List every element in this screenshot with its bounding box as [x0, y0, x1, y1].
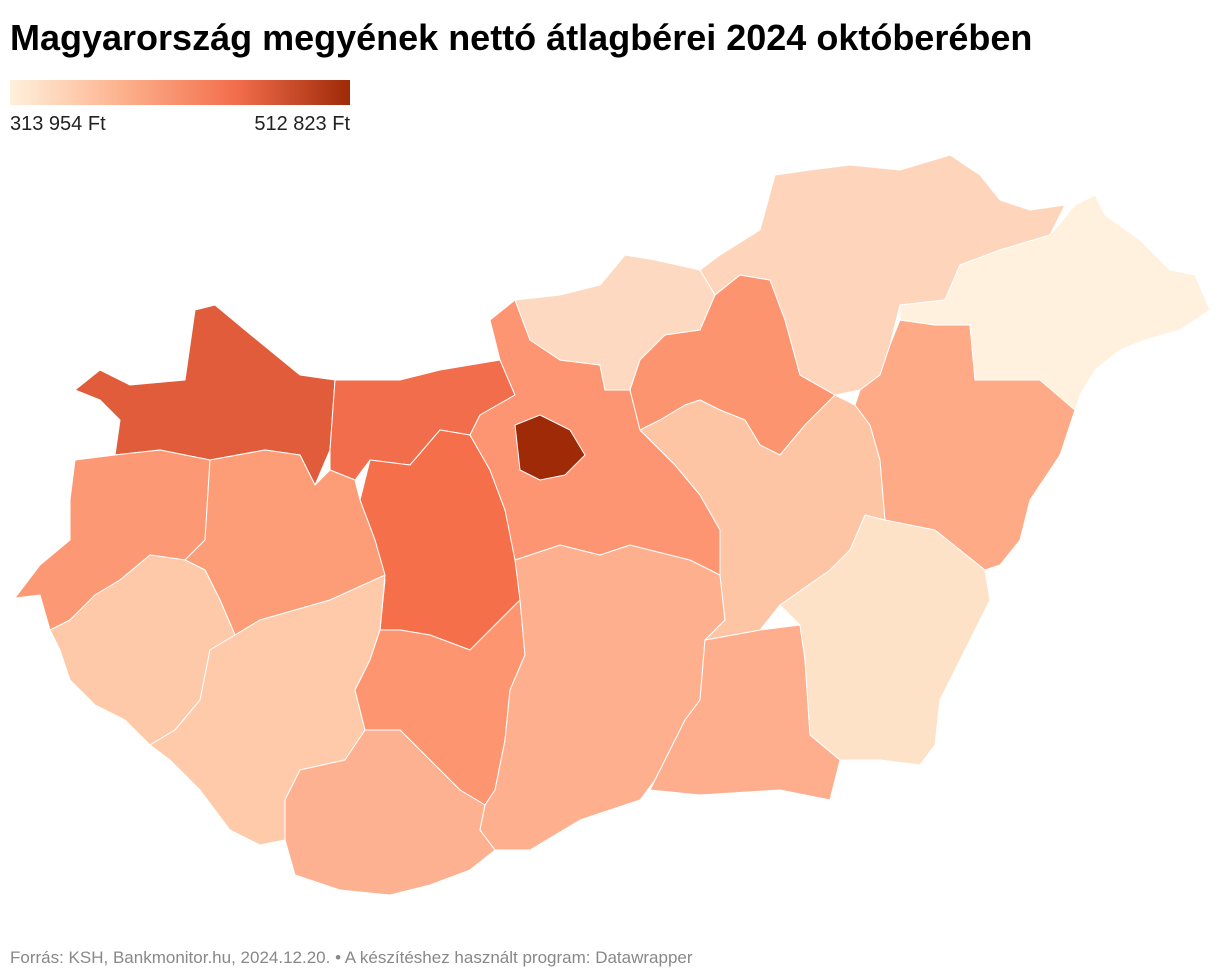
- legend-max-label: 512 823 Ft: [254, 113, 350, 135]
- legend-min-label: 313 954 Ft: [10, 113, 106, 135]
- map: [14, 154, 1211, 896]
- source: Forrás: KSH, Bankmonitor.hu, 2024.12.20.…: [10, 948, 693, 967]
- legend-gradient: [10, 80, 350, 105]
- county: [899, 194, 1211, 411]
- map-title: Magyarország megyének nettó átlagbérei 2…: [10, 17, 1032, 58]
- county: [514, 414, 586, 481]
